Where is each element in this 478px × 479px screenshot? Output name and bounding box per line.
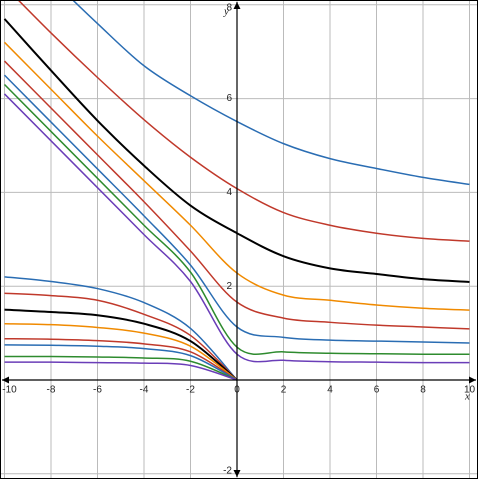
x-tick-label: -4 [140, 385, 149, 396]
curve [4, 337, 238, 381]
y-tick-label: -2 [223, 465, 232, 476]
curve [4, 344, 238, 381]
y-tick-label: 8 [226, 2, 232, 13]
curve [3, 74, 470, 344]
curve [3, 93, 470, 364]
x-axis-label: x [464, 391, 470, 403]
x-tick-label: -6 [93, 385, 102, 396]
curve [3, 60, 470, 330]
curve [4, 355, 238, 381]
curve [3, 18, 470, 283]
curve [4, 361, 238, 381]
x-tick-label: 10 [464, 385, 476, 396]
x-tick-label: 4 [327, 385, 333, 396]
x-tick-label: 2 [281, 385, 287, 396]
x-tick-label: 6 [374, 385, 380, 396]
curve [3, 84, 470, 355]
y-tick-label: 4 [226, 187, 232, 198]
y-tick-label: 6 [226, 93, 232, 104]
x-tick-label: -2 [186, 385, 195, 396]
curve [4, 276, 238, 381]
curve [4, 292, 238, 381]
curve [3, 41, 470, 311]
y-axis-label: y [223, 6, 229, 18]
curve [4, 322, 238, 381]
x-tick-label: -8 [47, 385, 56, 396]
curve [4, 308, 238, 381]
x-tick-label: 8 [420, 385, 426, 396]
x-tick-label: -10 [2, 385, 17, 396]
y-tick-label: 2 [226, 281, 232, 292]
